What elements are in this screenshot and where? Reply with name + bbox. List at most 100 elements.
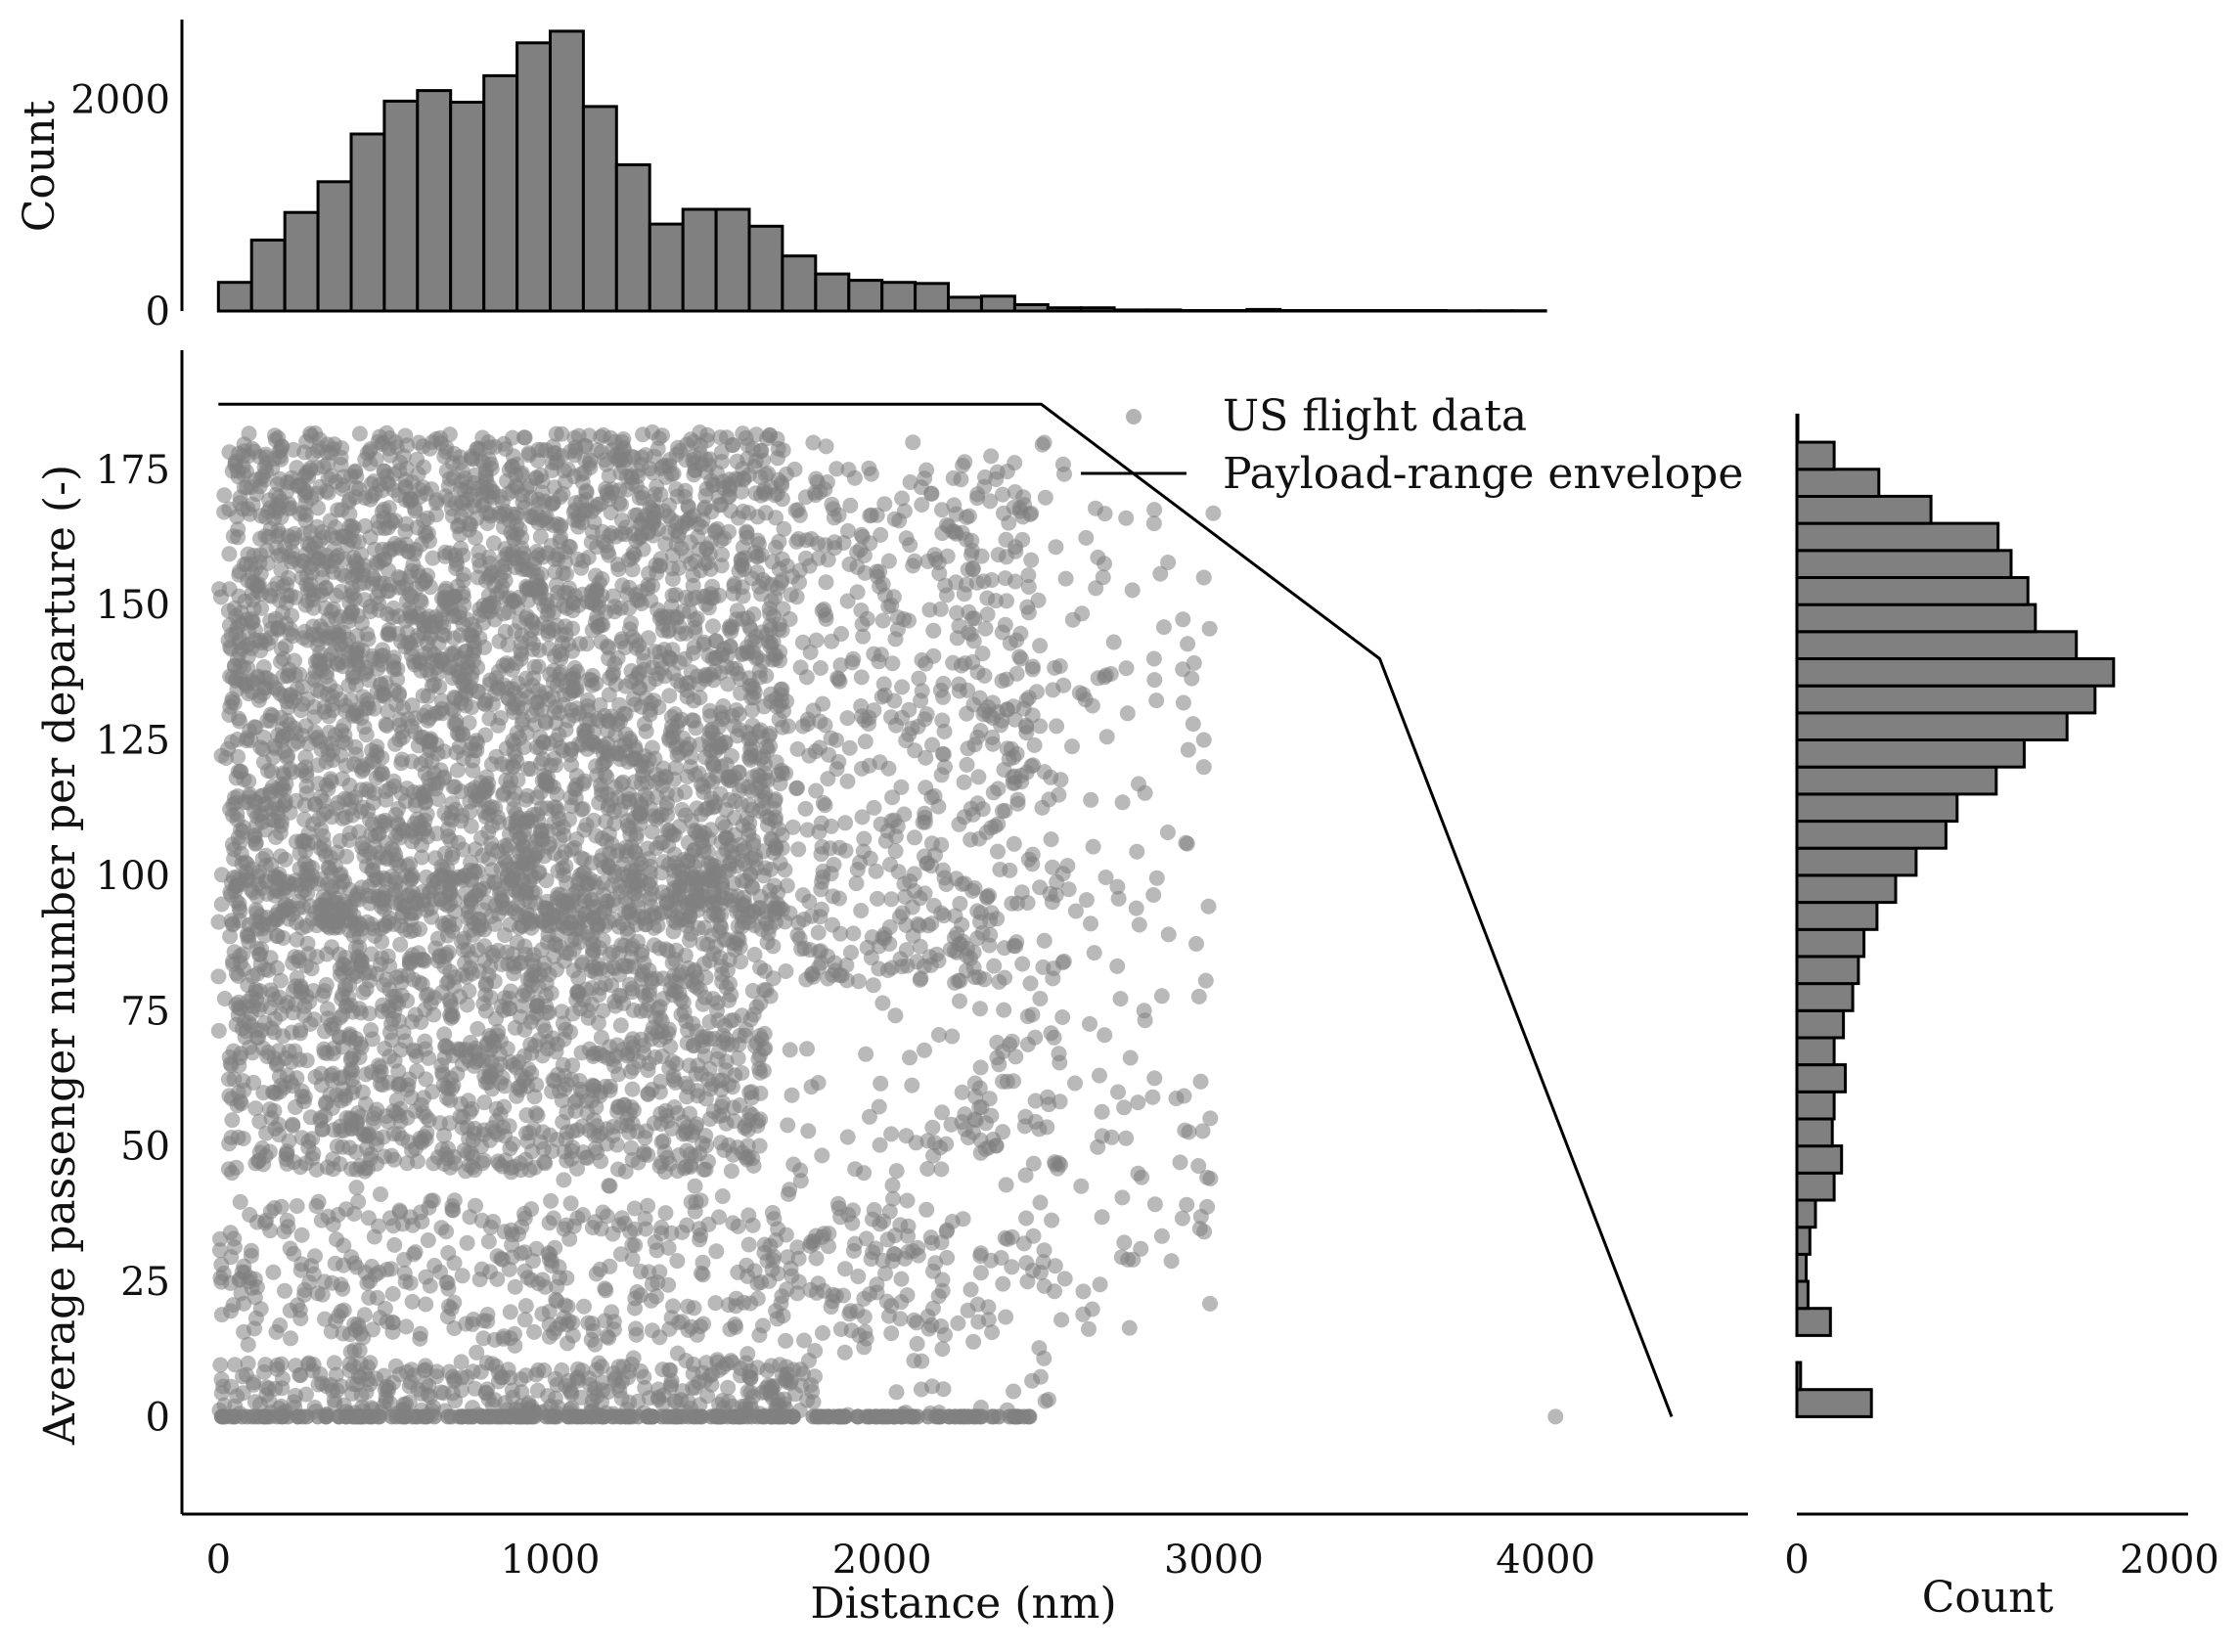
data-point bbox=[780, 1117, 796, 1134]
data-point bbox=[709, 1003, 725, 1019]
data-point bbox=[230, 748, 246, 765]
data-point bbox=[592, 1261, 608, 1277]
data-point bbox=[924, 737, 940, 753]
data-point bbox=[874, 612, 891, 629]
data-point bbox=[232, 834, 247, 851]
data-point bbox=[861, 460, 877, 476]
data-point bbox=[707, 1295, 724, 1312]
data-point bbox=[298, 765, 315, 781]
top-histogram-bar bbox=[216, 281, 253, 313]
data-point bbox=[293, 1256, 310, 1272]
data-point bbox=[919, 1161, 936, 1177]
data-point bbox=[1188, 936, 1204, 952]
scatter-points bbox=[210, 424, 1564, 1425]
data-point bbox=[236, 1323, 252, 1340]
data-point bbox=[356, 719, 373, 736]
data-point bbox=[944, 1028, 961, 1045]
data-point bbox=[1043, 1025, 1059, 1042]
data-point bbox=[981, 1091, 998, 1107]
data-point bbox=[1114, 1189, 1131, 1206]
data-point bbox=[246, 1074, 262, 1091]
data-point bbox=[904, 1077, 920, 1094]
data-point bbox=[732, 1027, 748, 1044]
data-point bbox=[871, 653, 887, 670]
data-point bbox=[730, 1049, 746, 1066]
data-point bbox=[1130, 1094, 1146, 1111]
data-point bbox=[418, 1296, 434, 1313]
data-point bbox=[341, 1326, 358, 1343]
data-point bbox=[1092, 1276, 1108, 1293]
top-histogram-bar bbox=[947, 295, 983, 313]
data-point bbox=[843, 944, 859, 960]
data-point bbox=[665, 1298, 681, 1315]
data-point bbox=[220, 1161, 237, 1178]
data-point bbox=[856, 1309, 873, 1325]
data-point bbox=[661, 688, 678, 704]
data-point bbox=[972, 1265, 989, 1281]
data-point bbox=[1044, 1212, 1060, 1228]
data-point bbox=[1020, 851, 1037, 868]
data-point bbox=[289, 1070, 305, 1087]
data-point bbox=[1109, 958, 1126, 974]
data-point bbox=[623, 1139, 640, 1156]
data-point bbox=[1172, 1154, 1188, 1171]
data-point bbox=[1067, 1075, 1083, 1092]
data-point bbox=[329, 1138, 345, 1154]
data-point bbox=[624, 1081, 641, 1097]
data-point bbox=[660, 1239, 677, 1256]
data-point bbox=[281, 1133, 297, 1149]
top-histogram-bar bbox=[747, 224, 784, 313]
data-point bbox=[739, 1346, 756, 1362]
data-point bbox=[785, 1156, 802, 1173]
data-point bbox=[502, 1140, 518, 1157]
data-point bbox=[966, 737, 983, 753]
data-point bbox=[997, 1229, 1013, 1246]
data-point bbox=[934, 712, 951, 729]
data-point bbox=[918, 780, 934, 796]
data-point bbox=[1137, 784, 1153, 801]
data-point bbox=[778, 963, 794, 979]
data-point bbox=[476, 1094, 493, 1111]
data-point bbox=[924, 1234, 940, 1251]
data-point bbox=[1184, 670, 1200, 687]
data-point bbox=[906, 1312, 922, 1328]
data-point bbox=[472, 1363, 489, 1380]
top-histogram-bar bbox=[1046, 306, 1083, 313]
data-point bbox=[835, 535, 852, 551]
data-point bbox=[880, 760, 897, 777]
data-point bbox=[808, 1250, 825, 1267]
data-point bbox=[1064, 738, 1080, 755]
data-point bbox=[812, 660, 828, 676]
data-point bbox=[623, 615, 640, 632]
data-point bbox=[674, 802, 691, 818]
data-point bbox=[1032, 1194, 1049, 1211]
data-point bbox=[983, 448, 1000, 465]
data-point bbox=[423, 579, 438, 596]
data-point bbox=[429, 930, 446, 947]
data-point bbox=[1175, 694, 1191, 711]
data-point bbox=[605, 1314, 622, 1330]
data-point bbox=[908, 1135, 924, 1151]
data-point bbox=[628, 640, 645, 656]
data-point bbox=[1148, 870, 1165, 886]
data-point bbox=[855, 628, 872, 645]
data-point bbox=[909, 1335, 925, 1352]
data-point bbox=[348, 1180, 365, 1196]
data-point bbox=[881, 1203, 898, 1220]
data-point bbox=[907, 829, 922, 846]
data-point bbox=[543, 1192, 560, 1209]
data-point bbox=[1180, 636, 1196, 652]
data-point bbox=[813, 846, 829, 863]
data-point bbox=[730, 1264, 746, 1280]
data-point bbox=[288, 1099, 303, 1115]
data-point bbox=[518, 1107, 535, 1124]
data-point bbox=[342, 692, 359, 708]
data-point bbox=[1110, 890, 1127, 907]
data-point bbox=[1014, 956, 1031, 972]
data-point bbox=[746, 947, 763, 962]
data-point bbox=[350, 1193, 367, 1210]
data-point bbox=[471, 558, 488, 574]
top-histogram-bar bbox=[1411, 309, 1448, 313]
data-point bbox=[1097, 506, 1113, 522]
